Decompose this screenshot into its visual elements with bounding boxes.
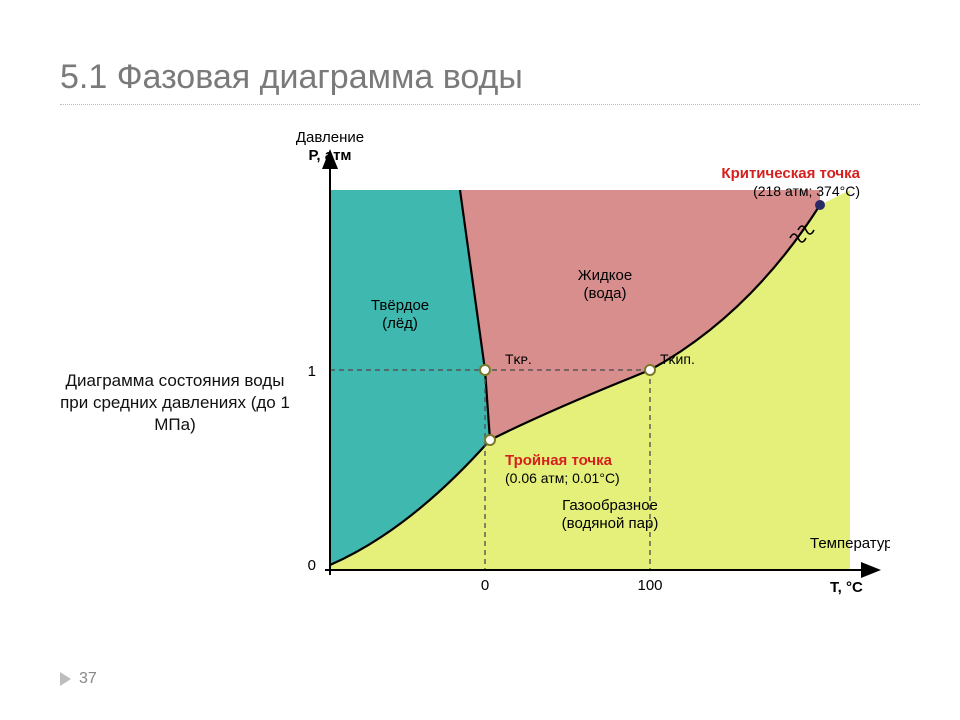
boiling-1atm-marker [645,365,655,375]
gas-sublabel: (водяной пар) [562,515,659,532]
liquid-label: Жидкое [578,267,632,284]
critical-point-sub: (218 атм; 374°С) [753,183,860,199]
diagram-caption: Диаграмма состояния воды при средних дав… [60,370,290,436]
triple-point-marker [485,435,495,445]
t-kip-label: Тᴋᴎп. [660,351,695,367]
solid-sublabel: (лёд) [382,315,418,332]
y-axis-title-1: Давление [296,129,364,146]
solid-label: Твёрдое [371,297,429,314]
critical-point-marker [815,200,825,210]
page-footer: 37 [60,670,97,688]
x-axis-title-2: Т, °С [830,579,863,596]
slide: 5.1 Фазовая диаграмма воды Диаграмма сос… [0,0,960,720]
title-underline [60,104,920,105]
phase-diagram: 1 0 0 100 Давление Р, атм Температура Т,… [290,120,890,620]
y-axis-title-2: Р, атм [308,147,351,164]
phase-diagram-svg: 1 0 0 100 Давление Р, атм Температура Т,… [290,120,890,620]
gas-label: Газообразное [562,497,658,514]
melting-1atm-marker [480,365,490,375]
xtick-100: 100 [637,577,662,594]
triple-point-sub: (0.06 атм; 0.01°С) [505,470,620,486]
critical-point-title: Критическая точка [721,165,860,182]
page-title: 5.1 Фазовая диаграмма воды [60,58,523,97]
page-number: 37 [79,670,97,688]
t-kr-label: Тᴋᴩ. [505,351,532,367]
xtick-0: 0 [481,577,489,594]
ytick-0: 0 [308,557,316,574]
arrow-right-icon [60,672,71,686]
triple-point-title: Тройная точка [505,452,613,469]
ytick-1: 1 [308,363,316,380]
liquid-sublabel: (вода) [584,285,627,302]
x-axis-title-1: Температура [810,535,890,552]
